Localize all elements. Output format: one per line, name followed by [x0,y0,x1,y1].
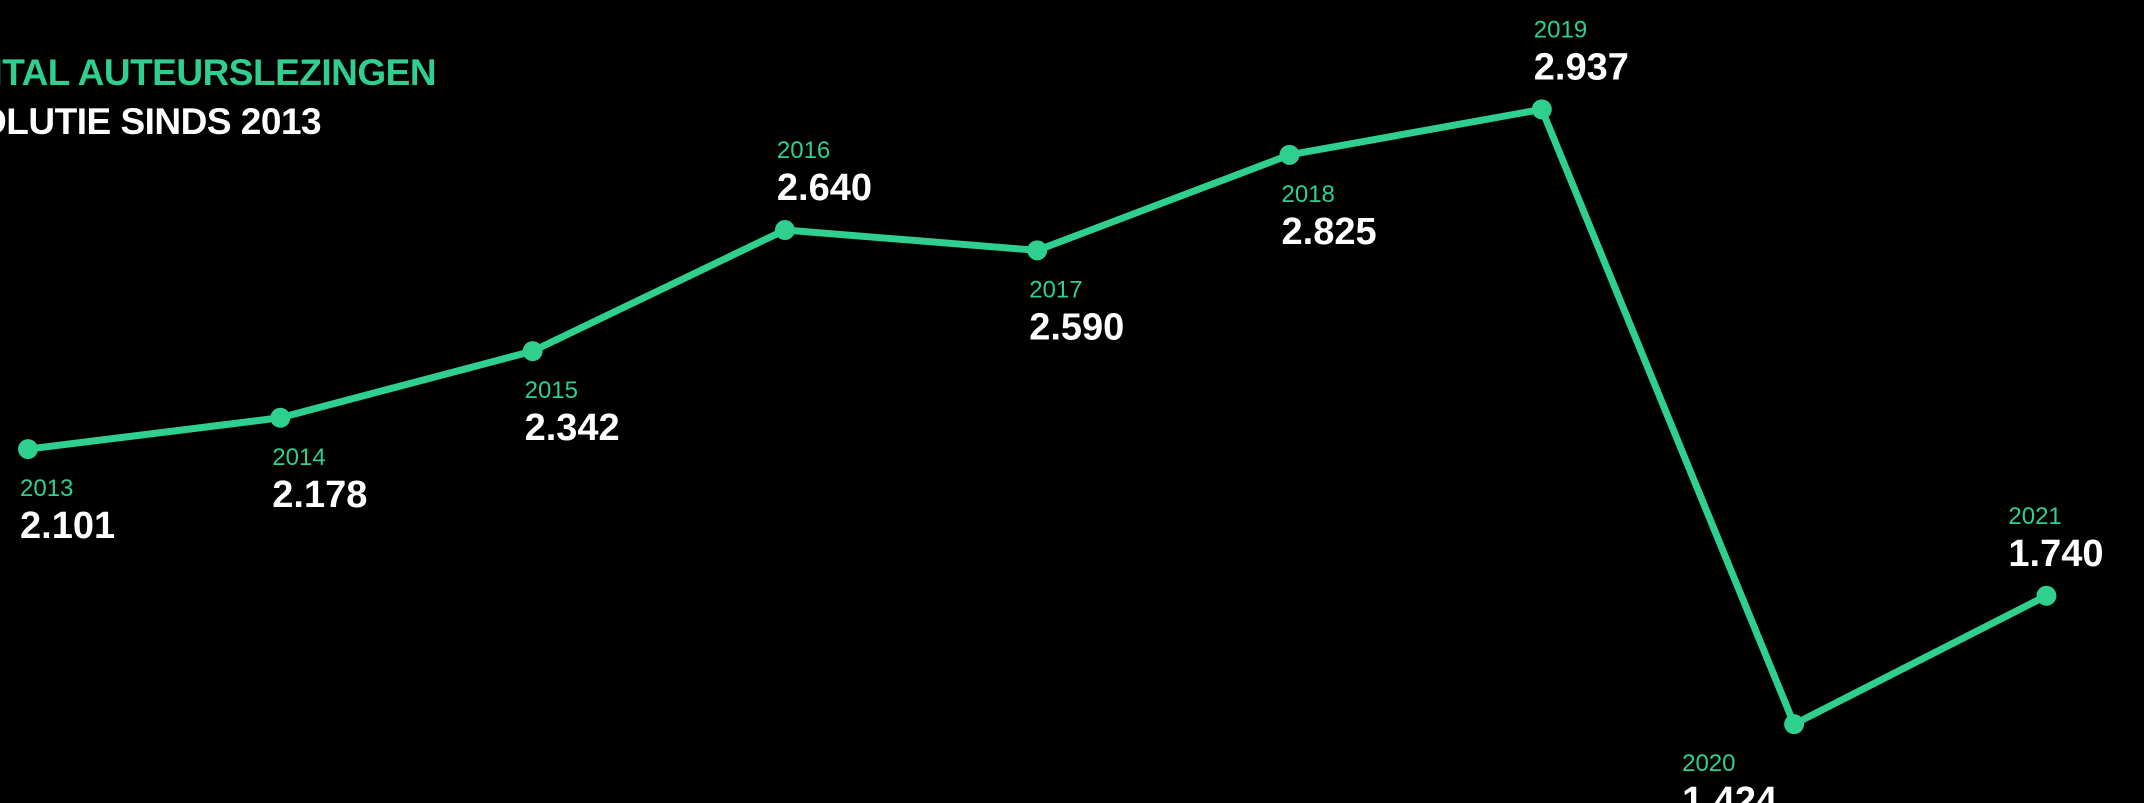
data-point-2016 [774,220,795,241]
value-label-2014: 2.178 [272,474,367,516]
data-point-2018 [1279,144,1300,165]
year-label-2015: 2015 [525,377,578,404]
year-label-2017: 2017 [1029,276,1082,303]
value-label-2019: 2.937 [1534,46,1629,88]
value-label-2016: 2.640 [777,167,872,209]
year-label-2018: 2018 [1282,181,1335,208]
data-point-2013 [18,439,38,460]
chart-title: NTAL AUTEURSLEZINGEN [0,52,437,93]
value-label-2013: 2.101 [20,505,115,547]
year-label-2019: 2019 [1534,16,1587,43]
data-point-2015 [522,341,543,362]
value-label-2020: 1.424 [1682,780,1777,803]
data-point-2020 [1784,714,1805,735]
data-point-2017 [1027,240,1048,261]
year-label-2013: 2013 [20,475,73,502]
year-label-2016: 2016 [777,137,830,164]
year-label-2014: 2014 [272,444,325,471]
value-label-2018: 2.825 [1282,211,1377,253]
value-label-2015: 2.342 [525,407,620,449]
series-line [24,105,2050,728]
year-label-2021: 2021 [2008,503,2061,530]
value-label-2017: 2.590 [1029,306,1124,348]
value-label-2021: 1.740 [2008,533,2103,575]
data-point-2021 [2036,585,2057,606]
chart-subtitle: OLUTIE SINDS 2013 [0,101,322,142]
year-label-2020: 2020 [1682,750,1735,777]
data-point-2019 [1531,99,1552,120]
data-point-2014 [270,407,291,428]
